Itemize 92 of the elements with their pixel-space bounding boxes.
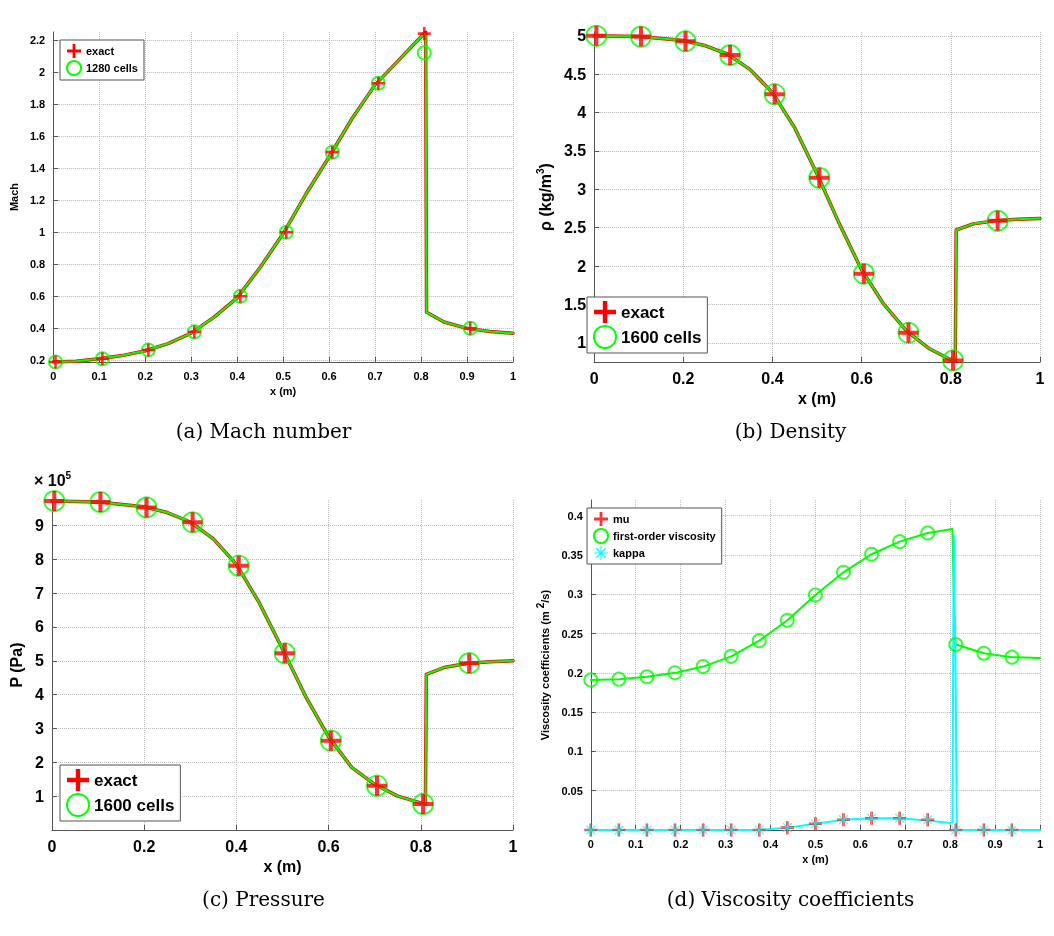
x-tick-label: 0	[50, 369, 57, 382]
y-tick-label: 0.15	[561, 706, 583, 719]
x-tick-label: 0.4	[761, 369, 784, 387]
x-tick-label: 0.8	[413, 369, 429, 382]
x-tick-label: 0.2	[137, 369, 153, 382]
legend-label: mu	[613, 513, 630, 525]
x-tick-label: 0.9	[459, 369, 475, 382]
x-tick-label: 0.2	[673, 837, 689, 850]
x-tick-label: 0.6	[317, 837, 340, 855]
x-axis-title: x (m)	[797, 390, 837, 408]
x-tick-label: 0.6	[852, 837, 868, 850]
y-axis-title: P (Pa)	[7, 642, 25, 688]
y-tick-label: 2	[39, 66, 46, 79]
x-tick-label: 0.4	[225, 837, 248, 855]
x-tick-label: 0.5	[275, 369, 291, 382]
legend-label: first-order viscosity	[613, 530, 717, 542]
y-tick-label: 0.1	[567, 745, 583, 758]
y-tick-label: 2.5	[563, 219, 587, 237]
y-tick-label: 9	[35, 516, 45, 534]
y-tick-label: 0.25	[561, 627, 583, 640]
x-tick-label: 0.6	[321, 369, 337, 382]
y-tick-label: 1	[35, 787, 45, 805]
y-tick-label: 4.5	[563, 65, 587, 83]
y-axis-title: ρ (kg/m3)	[534, 163, 554, 231]
x-tick-label: 0.4	[229, 369, 246, 382]
x-tick-label: 0.1	[91, 369, 107, 382]
x-axis-title: x (m)	[263, 858, 302, 876]
y-tick-label: 2	[577, 257, 587, 275]
text: (d) Viscosity coefficients	[666, 887, 915, 911]
x-axis-title: x (m)	[802, 853, 829, 866]
y-tick-label: 4	[35, 686, 45, 704]
x-tick-label: 1	[509, 369, 517, 382]
y-tick-label: 3	[35, 719, 45, 737]
x-tick-label: 0	[589, 369, 599, 387]
y-tick-label: 2.2	[29, 34, 46, 47]
x-tick-label: 0.2	[133, 837, 156, 855]
x-tick-label: 0.8	[939, 369, 963, 387]
y-tick-label: 1.4	[29, 162, 47, 175]
x-axis-title: x (m)	[269, 385, 297, 398]
y-tick-label: 1.5	[563, 295, 587, 313]
x-tick-label: 0.7	[367, 369, 383, 382]
text: (b) Density	[734, 419, 847, 443]
y-tick-label: 1	[39, 226, 46, 239]
x-tick-label: 0.3	[717, 837, 734, 850]
x-tick-label: 0.3	[183, 369, 199, 382]
y-axis-title: Viscosity coefficients (m 2/s)	[534, 589, 551, 741]
y-tick-label: 3.5	[563, 142, 587, 160]
y-tick-label: 0.4	[29, 322, 47, 335]
legend-label: exact	[621, 302, 665, 322]
y-tick-label: 0.35	[561, 549, 583, 561]
y-tick-label: 7	[35, 584, 45, 602]
y-tick-label: 6	[35, 618, 45, 636]
y-tick-label: 5	[35, 652, 45, 670]
y-tick-label: 1.6	[29, 130, 46, 143]
x-tick-label: 1	[1035, 369, 1045, 387]
text: (a) Mach number	[175, 419, 352, 443]
y-tick-label: 0.6	[29, 290, 46, 303]
legend-label: exact	[94, 770, 138, 790]
y-tick-label: 1.8	[29, 98, 46, 111]
x-tick-label: 0.5	[807, 837, 824, 850]
y-tick-label: 0.2	[29, 354, 46, 367]
x-tick-label: 0	[587, 837, 594, 850]
y-tick-label: 0.4	[567, 509, 584, 522]
legend-label: kappa	[613, 547, 646, 559]
legend-label: 1600 cells	[621, 327, 702, 347]
x-tick-label: 0.9	[987, 837, 1003, 850]
y-tick-label: 0.05	[561, 784, 583, 797]
y-tick-label: 1.2	[29, 194, 46, 207]
x-tick-label: 0.1	[628, 837, 644, 850]
x-tick-label: 0.6	[850, 369, 873, 387]
y-tick-label: 0.8	[29, 258, 46, 271]
x-tick-label: 1	[508, 837, 518, 855]
legend-label: exact	[86, 45, 115, 57]
x-tick-label: 0.8	[942, 837, 958, 850]
x-tick-label: 0.8	[409, 837, 433, 855]
y-tick-label: 3	[577, 180, 587, 198]
x-tick-label: 0	[47, 837, 57, 855]
y-tick-label: 5	[577, 27, 587, 45]
y-tick-label: 2	[35, 753, 45, 771]
y-tick-label: 8	[35, 550, 45, 568]
x-tick-label: 0.7	[897, 837, 913, 850]
y-axis-title: Mach	[7, 182, 20, 212]
y-tick-label: 4	[577, 104, 587, 122]
text: (c) Pressure	[202, 887, 325, 911]
legend-label: 1600 cells	[94, 795, 175, 815]
x-tick-label: 1	[1036, 837, 1044, 850]
y-tick-label: 0.3	[567, 588, 583, 601]
x-tick-label: 0.2	[672, 369, 695, 387]
legend-label: 1280 cells	[86, 62, 138, 74]
y-tick-label: 0.2	[567, 666, 583, 679]
x-tick-label: 0.4	[762, 837, 780, 850]
y-tick-label: 1	[577, 334, 587, 352]
